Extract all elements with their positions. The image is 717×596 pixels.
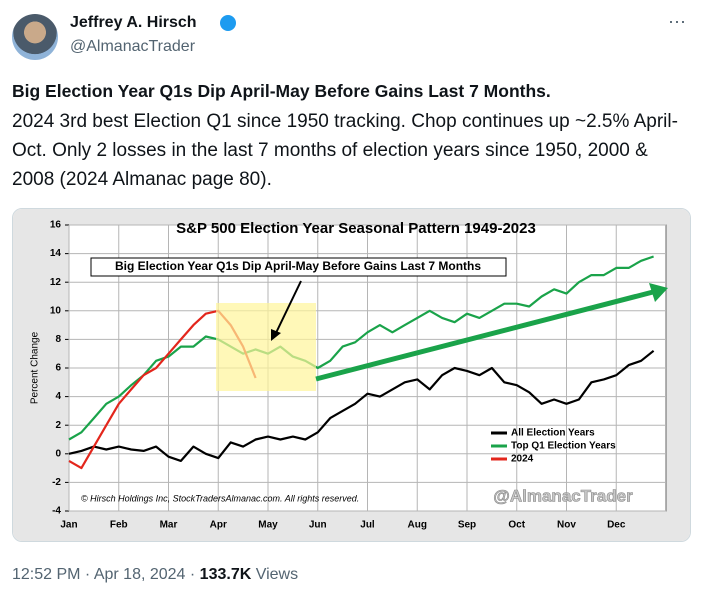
x-tick-label: Dec [607, 520, 626, 531]
y-tick-label: 12 [50, 277, 62, 288]
timestamp[interactable]: 12:52 PM · Apr 18, 2024 · [12, 566, 200, 583]
author-name[interactable]: Jeffrey A. Hirsch [70, 14, 197, 31]
view-count: 133.7K [199, 566, 252, 583]
y-tick-label: -4 [52, 506, 61, 517]
y-tick-label: 4 [55, 391, 61, 402]
x-tick-label: Jun [309, 520, 327, 531]
legend-label: 2024 [511, 454, 534, 465]
y-tick-label: 16 [50, 220, 62, 231]
x-tick-label: Oct [508, 520, 525, 531]
x-tick-label: Sep [458, 520, 476, 531]
series-line [68, 349, 655, 462]
x-tick-label: Feb [110, 520, 128, 531]
legend: All Election Years Top Q1 Election Years 2… [491, 428, 616, 465]
verified-badge [220, 15, 236, 31]
x-tick-label: Mar [160, 520, 178, 531]
y-tick-label: 14 [50, 248, 62, 259]
footer: 12:52 PM · Apr 18, 2024 · 133.7K Views [12, 566, 298, 584]
x-tick-label: Jul [360, 520, 375, 531]
x-tick-label: Apr [210, 520, 227, 531]
x-tick-label: Nov [557, 520, 576, 531]
trend-arrow [315, 289, 654, 382]
callout-text: Big Election Year Q1s Dip April-May Befo… [115, 259, 481, 273]
x-tick-label: Aug [408, 520, 427, 531]
x-tick-label: May [258, 520, 278, 531]
y-tick-label: 10 [50, 305, 62, 316]
watermark: @AlmanacTrader [493, 486, 633, 505]
chart[interactable]: -4 -2 0 2 4 6 8 10 12 14 16 Jan Feb Mar Apr May Jun Jul Au… [12, 208, 691, 542]
legend-label: Top Q1 Election Years [511, 441, 616, 452]
more-button[interactable]: ⋯ [668, 12, 686, 32]
x-tick-label: Jan [60, 520, 77, 531]
y-axis-label: Percent Change [30, 331, 41, 404]
y-tick-label: 8 [55, 334, 61, 345]
chart-title: S&P 500 Election Year Seasonal Pattern 1… [176, 220, 536, 237]
views-label: Views [255, 566, 299, 583]
arrowhead [271, 329, 281, 341]
tweet-body: 2024 3rd best Election Q1 since 1950 tra… [12, 111, 678, 190]
author-handle[interactable]: @AlmanacTrader [70, 38, 196, 55]
avatar[interactable] [12, 14, 58, 60]
y-tick-label: 0 [55, 448, 61, 459]
highlight [216, 303, 316, 391]
callout-arrow [274, 280, 302, 336]
callout-box [90, 257, 507, 277]
arrowhead [649, 283, 668, 302]
copyright: © Hirsch Holdings Inc, StockTradersAlman… [81, 493, 359, 503]
y-tick-label: -2 [52, 477, 61, 488]
y-tick-label: 6 [55, 363, 61, 374]
headline: Big Election Year Q1s Dip April-May Befo… [12, 81, 551, 101]
y-tick-label: 2 [55, 420, 61, 431]
legend-label: All Election Years [511, 428, 595, 439]
